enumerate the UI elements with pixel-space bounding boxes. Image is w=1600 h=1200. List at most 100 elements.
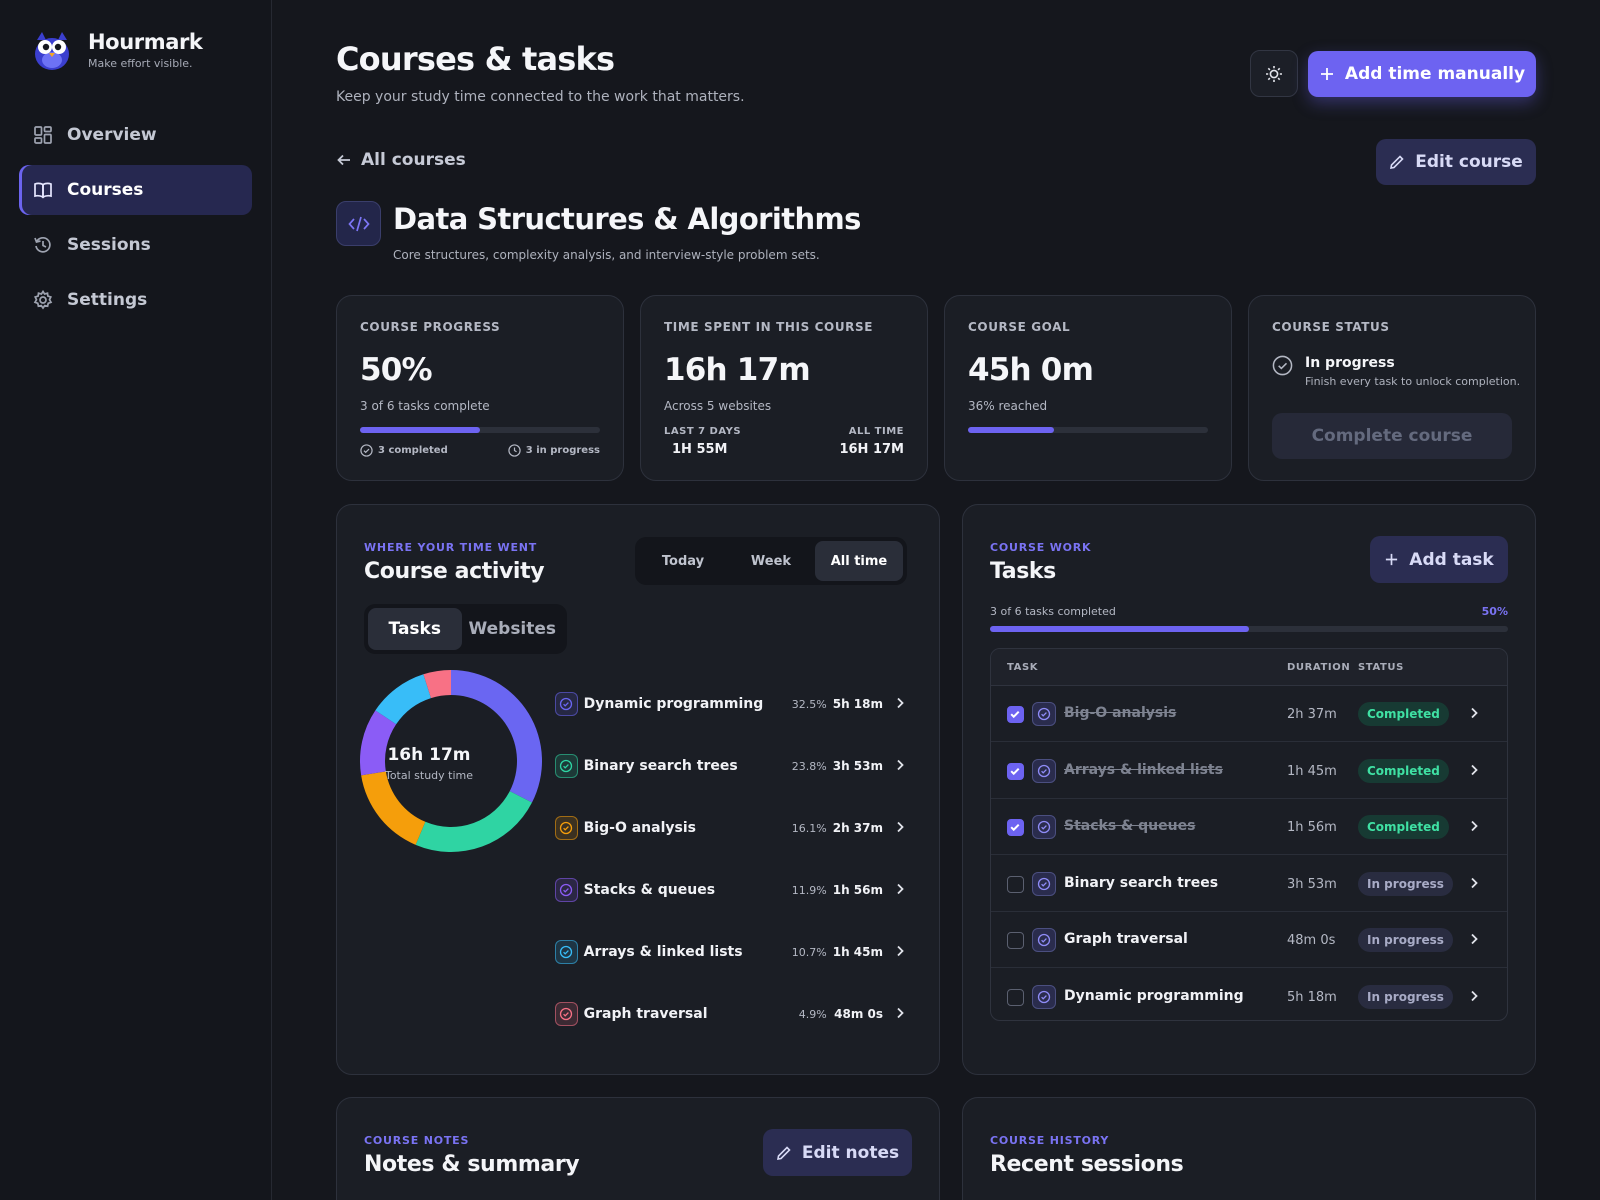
task-duration: 5h 18m <box>1287 989 1337 1005</box>
view-tasks-tab[interactable]: Tasks <box>368 608 462 650</box>
chevron-right-icon <box>1471 933 1478 945</box>
task-status-icon <box>1032 758 1056 783</box>
nav-item-sessions[interactable]: Sessions <box>19 220 252 270</box>
task-checkbox[interactable] <box>1007 762 1024 780</box>
theme-toggle-button[interactable] <box>1250 50 1298 97</box>
progress-bar-fill <box>360 427 480 433</box>
task-checkbox[interactable] <box>1007 988 1024 1006</box>
stat-label: TIME SPENT IN THIS COURSE <box>664 320 874 334</box>
tasks-percent: 50% <box>1481 605 1508 618</box>
activity-task-name: Stacks & queues <box>583 882 716 898</box>
chevron-right-icon[interactable] <box>895 819 905 838</box>
chevron-right-icon[interactable] <box>895 757 905 776</box>
view-websites-tab[interactable]: Websites <box>468 619 557 639</box>
task-checkbox[interactable] <box>1007 819 1024 836</box>
checkmark-icon <box>1010 823 1020 832</box>
activity-percent: 32.5% <box>791 697 827 711</box>
chevron-right-icon <box>897 697 904 708</box>
activity-percent: 4.9% <box>798 1007 827 1021</box>
task-row[interactable]: Binary search trees 3h 53m In progress <box>991 856 1507 912</box>
range-all-time-tab[interactable]: All time <box>815 541 903 581</box>
activity-task-name: Dynamic programming <box>583 696 764 712</box>
chevron-right-icon <box>1471 820 1478 832</box>
task-row[interactable]: Graph traversal 48m 0s In progress <box>991 912 1507 968</box>
time-spent-sub: Across 5 websites <box>664 399 772 413</box>
task-status-icon <box>1032 984 1056 1009</box>
range-week-tab[interactable]: Week <box>750 553 792 569</box>
complete-course-button[interactable]: Complete course <box>1272 413 1512 459</box>
donut-total-label: Total study time <box>384 769 474 782</box>
donut-slice-4 <box>375 674 431 725</box>
nav-label: Courses <box>67 180 144 200</box>
task-status-badge: In progress <box>1358 984 1453 1009</box>
chevron-right-icon <box>1471 764 1478 775</box>
checkmark-icon <box>1010 767 1020 775</box>
activity-row[interactable]: Big-O analysis 16.1% 2h 37m <box>555 813 905 843</box>
tasks-card: COURSE WORK Tasks Add task 3 of 6 tasks … <box>962 504 1536 1075</box>
task-duration: 2h 37m <box>1287 707 1337 722</box>
all-time-label: ALL TIME <box>848 426 904 437</box>
activity-row[interactable]: Graph traversal 4.9% 48m 0s <box>555 999 905 1029</box>
add-task-button[interactable]: Add task <box>1370 536 1508 583</box>
task-checkbox[interactable] <box>1007 875 1024 893</box>
task-status-icon <box>555 878 578 902</box>
range-today-tab[interactable]: Today <box>661 553 705 569</box>
activity-row[interactable]: Dynamic programming 32.5% 5h 18m <box>555 689 905 719</box>
arrow-left-icon <box>337 154 350 166</box>
course-description: Core structures, complexity analysis, an… <box>393 248 820 262</box>
check-circle-icon <box>560 697 573 711</box>
edit-notes-button[interactable]: Edit notes <box>763 1129 912 1176</box>
chevron-right-icon[interactable] <box>895 943 905 962</box>
task-status-icon <box>555 816 578 840</box>
check-circle-icon <box>1272 355 1293 376</box>
chevron-right-icon <box>897 1007 904 1018</box>
task-row[interactable]: Dynamic programming 5h 18m In progress <box>991 969 1507 1021</box>
brand[interactable]: Hourmark Make effort visible. <box>32 28 203 72</box>
chevron-right-icon[interactable] <box>895 1005 905 1024</box>
notes-eyebrow: COURSE NOTES <box>364 1134 470 1147</box>
task-status-icon <box>555 940 578 964</box>
goal-bar-fill <box>968 427 1055 433</box>
progress-value: 50% <box>360 352 433 388</box>
time-spent-card: TIME SPENT IN THIS COURSE 16h 17m Across… <box>640 295 928 481</box>
task-checkbox[interactable] <box>1007 932 1024 949</box>
chevron-right-icon[interactable] <box>895 695 905 714</box>
edit-course-button[interactable]: Edit course <box>1376 139 1536 185</box>
chevron-right-icon[interactable] <box>1469 988 1479 1007</box>
check-circle-icon <box>1037 707 1051 721</box>
goal-value: 45h 0m <box>968 352 1094 388</box>
tasks-progress-fill <box>990 626 1249 632</box>
last-7-days-label: LAST 7 DAYS <box>664 426 742 437</box>
chevron-right-icon[interactable] <box>1469 762 1479 781</box>
activity-title: Course activity <box>364 559 545 584</box>
check-circle-icon <box>560 945 573 959</box>
task-row[interactable]: Big-O analysis 2h 37m Completed <box>991 686 1507 742</box>
tasks-eyebrow: COURSE WORK <box>990 541 1092 554</box>
check-circle-icon <box>1037 764 1051 777</box>
back-to-all-courses-link[interactable]: All courses <box>336 150 466 170</box>
task-checkbox[interactable] <box>1007 706 1024 723</box>
donut-slice-0 <box>451 670 542 803</box>
activity-percent: 23.8% <box>791 759 827 773</box>
task-status-icon <box>1032 871 1056 896</box>
progress-bar <box>360 427 600 433</box>
chevron-right-icon[interactable] <box>1469 705 1479 724</box>
chevron-right-icon[interactable] <box>1469 818 1479 837</box>
activity-row[interactable]: Stacks & queues 11.9% 1h 56m <box>555 875 905 905</box>
add-time-manually-button[interactable]: Add time manually <box>1308 51 1536 97</box>
nav-item-courses[interactable]: Courses <box>19 165 252 215</box>
task-name: Arrays & linked lists <box>1064 761 1223 778</box>
task-row[interactable]: Stacks & queues 1h 56m Completed <box>991 799 1507 855</box>
all-time-value: 16H 17M <box>839 442 904 457</box>
nav-item-overview[interactable]: Overview <box>19 110 252 160</box>
chevron-right-icon[interactable] <box>1469 931 1479 950</box>
nav-item-settings[interactable]: Settings <box>19 275 252 325</box>
chevron-right-icon[interactable] <box>895 881 905 900</box>
activity-percent: 10.7% <box>791 945 827 959</box>
activity-row[interactable]: Binary search trees 23.8% 3h 53m <box>555 751 905 781</box>
column-header-task: TASK <box>1007 662 1039 673</box>
status-line: In progress Finish every task to unlock … <box>1272 355 1520 388</box>
activity-row[interactable]: Arrays & linked lists 10.7% 1h 45m <box>555 937 905 967</box>
chevron-right-icon[interactable] <box>1469 875 1479 894</box>
task-row[interactable]: Arrays & linked lists 1h 45m Completed <box>991 743 1507 799</box>
